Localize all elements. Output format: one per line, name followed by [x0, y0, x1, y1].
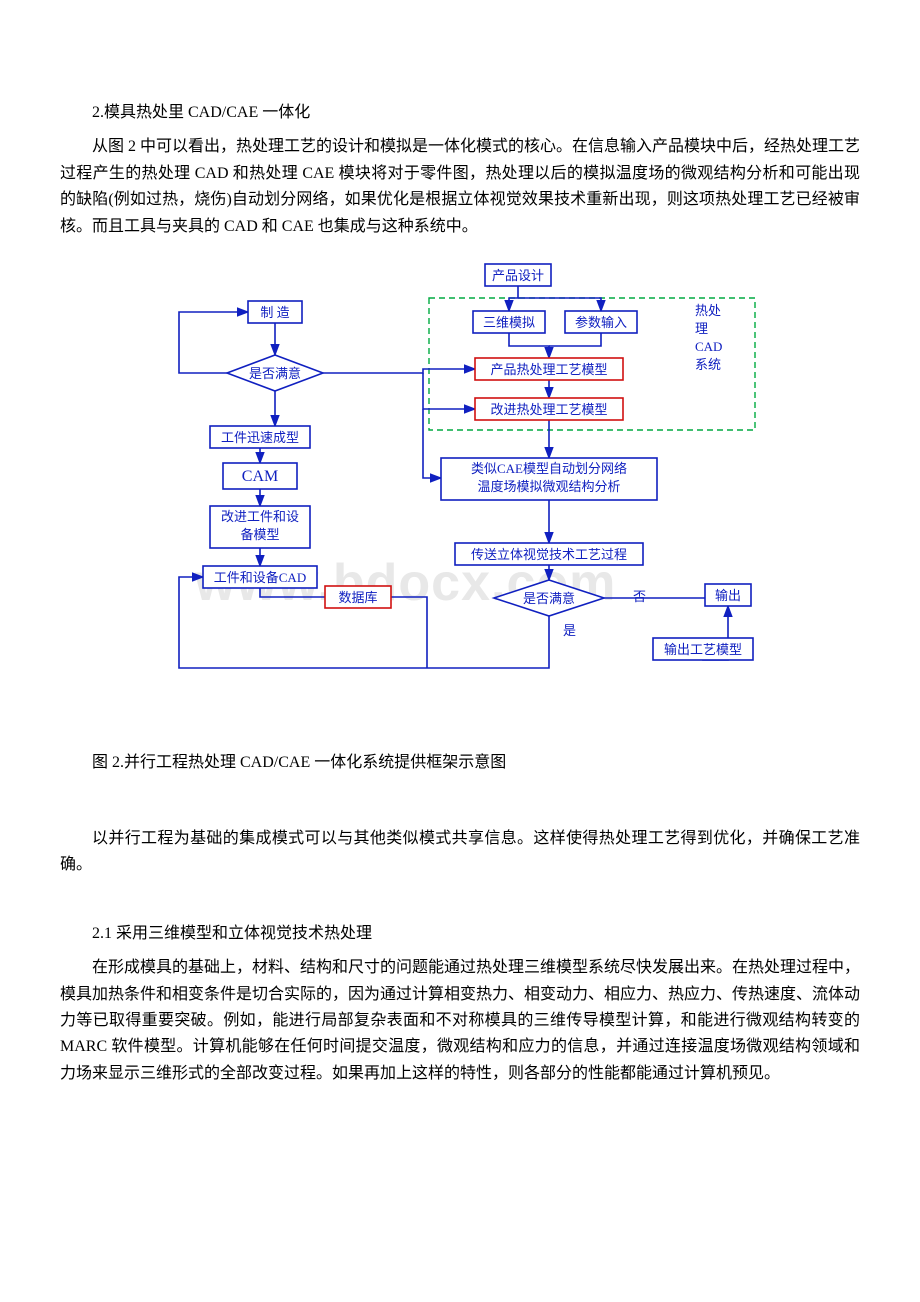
section-1-title: 2.模具热处里 CAD/CAE 一体化	[60, 100, 860, 126]
paragraph-2: 以并行工程为基础的集成模式可以与其他类似模式共享信息。这样使得热处理工艺得到优化…	[60, 826, 860, 879]
section-2-title: 2.1 采用三维模型和立体视觉技术热处理	[60, 921, 860, 947]
svg-text:工件和设备CAD: 工件和设备CAD	[214, 570, 306, 585]
svg-text:热处: 热处	[695, 303, 721, 318]
svg-text:制 造: 制 造	[260, 305, 289, 320]
svg-text:产品设计: 产品设计	[492, 268, 544, 283]
svg-text:输出工艺模型: 输出工艺模型	[664, 642, 742, 657]
svg-text:否: 否	[633, 589, 646, 604]
figure-2-diagram: www.bdocx.com 产品设计制 造三维模拟参数输入热处理CAD系统产品热…	[155, 258, 765, 728]
svg-text:是否满意: 是否满意	[523, 591, 575, 606]
paragraph-3: 在形成模具的基础上，材料、结构和尺寸的问题能通过热处理三维模型系统尽快发展出来。…	[60, 955, 860, 1087]
svg-text:备模型: 备模型	[240, 527, 279, 542]
svg-text:改进热处理工艺模型: 改进热处理工艺模型	[490, 402, 607, 417]
svg-text:传送立体视觉技术工艺过程: 传送立体视觉技术工艺过程	[471, 547, 627, 562]
svg-text:温度场模拟微观结构分析: 温度场模拟微观结构分析	[477, 479, 620, 494]
svg-text:是: 是	[563, 623, 576, 638]
svg-text:改进工件和设: 改进工件和设	[221, 509, 299, 524]
figure-2-caption: 图 2.并行工程热处理 CAD/CAE 一体化系统提供框架示意图	[60, 748, 860, 772]
svg-text:类似CAE模型自动划分网络: 类似CAE模型自动划分网络	[471, 461, 627, 476]
svg-text:三维模拟: 三维模拟	[483, 315, 535, 330]
svg-text:工件迅速成型: 工件迅速成型	[221, 430, 299, 445]
svg-text:CAD: CAD	[695, 339, 722, 354]
svg-text:是否满意: 是否满意	[249, 366, 301, 381]
svg-text:数据库: 数据库	[338, 590, 377, 605]
svg-text:产品热处理工艺模型: 产品热处理工艺模型	[490, 362, 607, 377]
svg-text:输出: 输出	[715, 588, 741, 603]
svg-text:CAM: CAM	[242, 468, 278, 485]
svg-text:理: 理	[695, 321, 708, 336]
svg-text:系统: 系统	[695, 357, 721, 372]
paragraph-1: 从图 2 中可以看出，热处理工艺的设计和模拟是一体化模式的核心。在信息输入产品模…	[60, 134, 860, 240]
svg-text:参数输入: 参数输入	[575, 315, 627, 330]
